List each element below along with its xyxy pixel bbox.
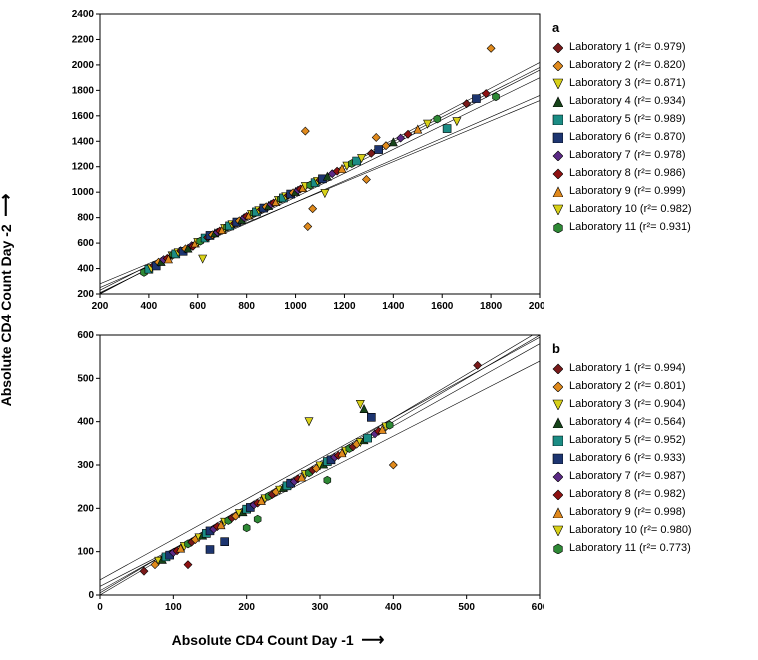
svg-text:1600: 1600: [72, 111, 95, 122]
legend-text: Laboratory 1 (r²= 0.994): [569, 362, 685, 374]
legend-text: Laboratory 2 (r²= 0.801): [569, 380, 685, 392]
svg-text:300: 300: [312, 602, 329, 613]
legend-item: Laboratory 8 (r²= 0.986): [552, 167, 692, 179]
svg-text:1400: 1400: [72, 136, 95, 147]
legend-text: Laboratory 4 (r²= 0.564): [569, 416, 685, 428]
svg-text:500: 500: [458, 602, 475, 613]
svg-text:300: 300: [77, 460, 94, 471]
legend-text: Laboratory 9 (r²= 0.998): [569, 506, 685, 518]
legend-item: Laboratory 6 (r²= 0.870): [552, 131, 692, 143]
svg-text:800: 800: [77, 213, 94, 224]
legend-text: Laboratory 2 (r²= 0.820): [569, 59, 685, 71]
svg-text:1000: 1000: [284, 301, 307, 312]
figure: Absolute CD4 Count Day -2 ⟶ 200400600800…: [10, 10, 748, 650]
legend-item: Laboratory 1 (r²= 0.979): [552, 41, 692, 53]
legend-item: Laboratory 10 (r²= 0.980): [552, 524, 692, 536]
svg-text:1800: 1800: [72, 85, 95, 96]
svg-text:600: 600: [532, 602, 544, 613]
panel-a-row: 200 400 600 800 1000 1200 1400 1600 1800 2000 200 4…: [58, 10, 748, 325]
svg-text:800: 800: [238, 301, 255, 312]
legend-text: Laboratory 10 (r²= 0.980): [569, 524, 692, 536]
legend-item: Laboratory 2 (r²= 0.801): [552, 380, 692, 392]
panel-b-svg: 0 100 200 300 400 500 600 0 100 200 300 400 500 600: [58, 331, 544, 621]
legend-text: Laboratory 1 (r²= 0.979): [569, 41, 685, 53]
svg-text:0: 0: [88, 590, 94, 601]
panel-a-plot: 200 400 600 800 1000 1200 1400 1600 1800 2000 200 4…: [58, 10, 544, 325]
svg-text:1200: 1200: [72, 162, 95, 173]
x-axis-label: Absolute CD4 Count Day -1 ⟶: [58, 630, 498, 650]
legend-text: Laboratory 5 (r²= 0.952): [569, 434, 685, 446]
svg-text:500: 500: [77, 373, 94, 384]
legend-item: Laboratory 4 (r²= 0.564): [552, 416, 692, 428]
svg-text:200: 200: [238, 602, 255, 613]
legend-text: Laboratory 11 (r²= 0.773): [569, 542, 691, 554]
legend-text: Laboratory 8 (r²= 0.982): [569, 488, 685, 500]
svg-text:2400: 2400: [72, 10, 95, 20]
panel-b-plot: 0 100 200 300 400 500 600 0 100 200 300 400 500 600: [58, 331, 544, 626]
legend-item: Laboratory 10 (r²= 0.982): [552, 203, 692, 215]
svg-text:100: 100: [77, 547, 94, 558]
legend-item: Laboratory 6 (r²= 0.933): [552, 452, 692, 464]
svg-text:200: 200: [77, 503, 94, 514]
panel-b-label: b: [552, 341, 692, 356]
panel-a-legend: a Laboratory 1 (r²= 0.979) Laboratory 2 (…: [544, 10, 692, 239]
svg-text:600: 600: [77, 331, 94, 341]
legend-item: Laboratory 1 (r²= 0.994): [552, 362, 692, 374]
legend-item: Laboratory 4 (r²= 0.934): [552, 95, 692, 107]
svg-text:600: 600: [77, 238, 94, 249]
svg-text:1400: 1400: [382, 301, 405, 312]
panel-b-row: 0 100 200 300 400 500 600 0 100 200 300 400 500 600 b…: [58, 331, 748, 626]
svg-text:1200: 1200: [333, 301, 356, 312]
legend-item: Laboratory 3 (r²= 0.904): [552, 398, 692, 410]
legend-text: Laboratory 9 (r²= 0.999): [569, 185, 685, 197]
svg-text:100: 100: [165, 602, 182, 613]
legend-text: Laboratory 6 (r²= 0.933): [569, 452, 685, 464]
legend-item: Laboratory 2 (r²= 0.820): [552, 59, 692, 71]
svg-text:400: 400: [77, 264, 94, 275]
legend-text: Laboratory 11 (r²= 0.931): [569, 221, 691, 233]
legend-item: Laboratory 3 (r²= 0.871): [552, 77, 692, 89]
panel-a-svg: 200 400 600 800 1000 1200 1400 1600 1800 2000 200 4…: [58, 10, 544, 320]
svg-text:400: 400: [141, 301, 158, 312]
legend-text: Laboratory 3 (r²= 0.871): [569, 77, 685, 89]
legend-text: Laboratory 7 (r²= 0.987): [569, 470, 685, 482]
panel-a-label: a: [552, 20, 692, 35]
y-axis-label: Absolute CD4 Count Day -2 ⟶: [0, 194, 16, 407]
legend-item: Laboratory 9 (r²= 0.998): [552, 506, 692, 518]
legend-text: Laboratory 10 (r²= 0.982): [569, 203, 692, 215]
svg-text:200: 200: [92, 301, 109, 312]
svg-text:1600: 1600: [431, 301, 454, 312]
legend-item: Laboratory 11 (r²= 0.773): [552, 542, 692, 554]
legend-text: Laboratory 4 (r²= 0.934): [569, 95, 685, 107]
svg-text:600: 600: [189, 301, 206, 312]
legend-text: Laboratory 6 (r²= 0.870): [569, 131, 685, 143]
legend-text: Laboratory 8 (r²= 0.986): [569, 167, 685, 179]
svg-text:200: 200: [77, 289, 94, 300]
legend-item: Laboratory 11 (r²= 0.931): [552, 221, 692, 233]
svg-text:2000: 2000: [529, 301, 544, 312]
legend-item: Laboratory 5 (r²= 0.952): [552, 434, 692, 446]
legend-item: Laboratory 7 (r²= 0.987): [552, 470, 692, 482]
legend-item: Laboratory 9 (r²= 0.999): [552, 185, 692, 197]
legend-item: Laboratory 5 (r²= 0.989): [552, 113, 692, 125]
svg-text:400: 400: [77, 417, 94, 428]
legend-item: Laboratory 7 (r²= 0.978): [552, 149, 692, 161]
svg-text:2000: 2000: [72, 60, 95, 71]
legend-text: Laboratory 7 (r²= 0.978): [569, 149, 685, 161]
legend-item: Laboratory 8 (r²= 0.982): [552, 488, 692, 500]
svg-text:0: 0: [97, 602, 103, 613]
svg-text:1000: 1000: [72, 187, 95, 198]
legend-text: Laboratory 3 (r²= 0.904): [569, 398, 685, 410]
svg-text:1800: 1800: [480, 301, 503, 312]
panel-b-legend: b Laboratory 1 (r²= 0.994) Laboratory 2 (…: [544, 331, 692, 560]
svg-text:400: 400: [385, 602, 402, 613]
svg-text:2200: 2200: [72, 34, 95, 45]
legend-text: Laboratory 5 (r²= 0.989): [569, 113, 685, 125]
